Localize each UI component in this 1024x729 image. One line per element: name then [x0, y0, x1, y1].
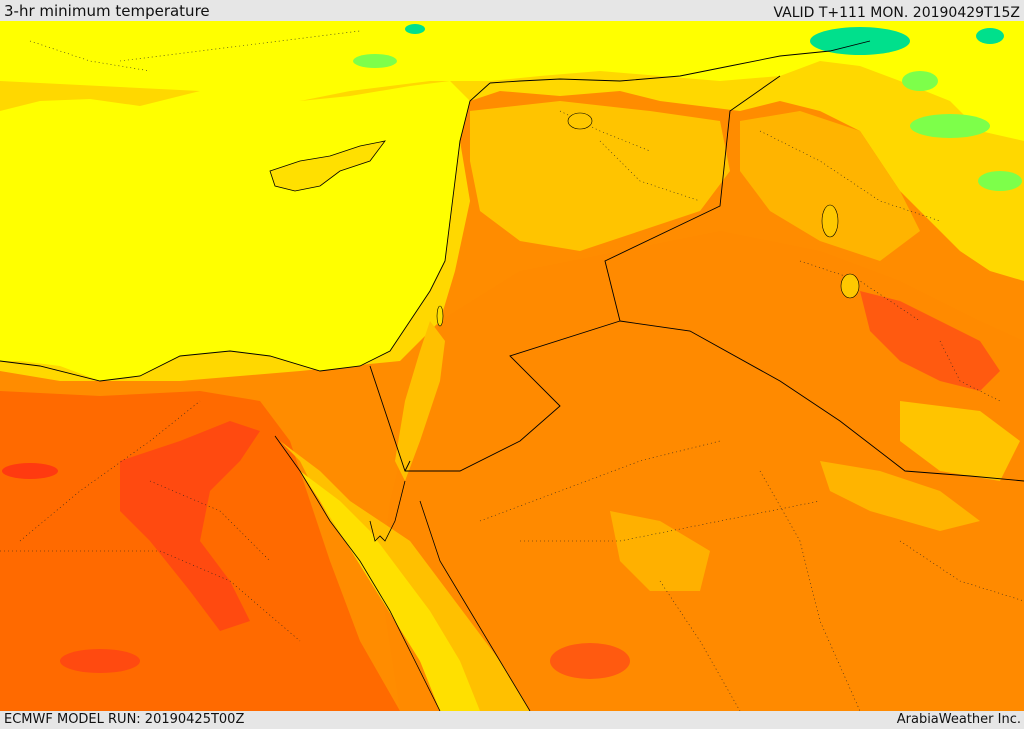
- red-south-hotspot: [550, 643, 630, 679]
- footer-bar: ECMWF MODEL RUN: 20190425T00Z ArabiaWeat…: [0, 711, 1024, 729]
- amber-east-patch: [900, 401, 1020, 481]
- green-spot-1: [353, 54, 397, 68]
- bright-yellow-northern: [0, 21, 1024, 141]
- green-spot-3: [810, 27, 910, 55]
- green-spot-4: [976, 28, 1004, 44]
- national-borders: [369, 40, 1024, 482]
- temperature-map[interactable]: [0, 21, 1024, 711]
- map-title: 3-hr minimum temperature: [4, 2, 210, 20]
- brand-label: ArabiaWeather Inc.: [896, 712, 1021, 727]
- valid-time-label: VALID T+111 MON. 20190429T15Z: [773, 5, 1020, 21]
- orange-arabia: [380, 231, 1024, 711]
- mediterranean-coastline: [0, 82, 491, 382]
- red-sinai-hotspot: [120, 421, 260, 631]
- green-spot-6: [978, 171, 1022, 191]
- amber-syria-region: [470, 101, 730, 251]
- model-run-label: ECMWF MODEL RUN: 20190425T00Z: [4, 712, 245, 727]
- amber-iraq-north: [740, 111, 920, 261]
- red-south-hotspot-2: [60, 649, 140, 673]
- lake-3: [567, 112, 593, 130]
- red-west-hotspot: [2, 463, 58, 479]
- red-iran-hotspot: [860, 291, 1000, 391]
- red-sea-strip-inner: [300, 471, 480, 711]
- province-lines: [0, 30, 1024, 711]
- header-bar: 3-hr minimum temperature VALID T+111 MON…: [0, 0, 1024, 21]
- green-spot-7: [902, 71, 938, 91]
- amber-gulf-patch: [820, 461, 980, 531]
- green-spot-2: [405, 24, 425, 34]
- amber-arabia-patch: [610, 511, 710, 591]
- dead-sea: [436, 305, 444, 327]
- lake-2: [840, 273, 860, 299]
- lake-1: [821, 204, 839, 238]
- red-sea-coastline: [274, 435, 531, 711]
- jordan-valley-strip: [395, 321, 445, 481]
- green-spot-5: [910, 114, 990, 138]
- cyprus-island: [269, 140, 386, 192]
